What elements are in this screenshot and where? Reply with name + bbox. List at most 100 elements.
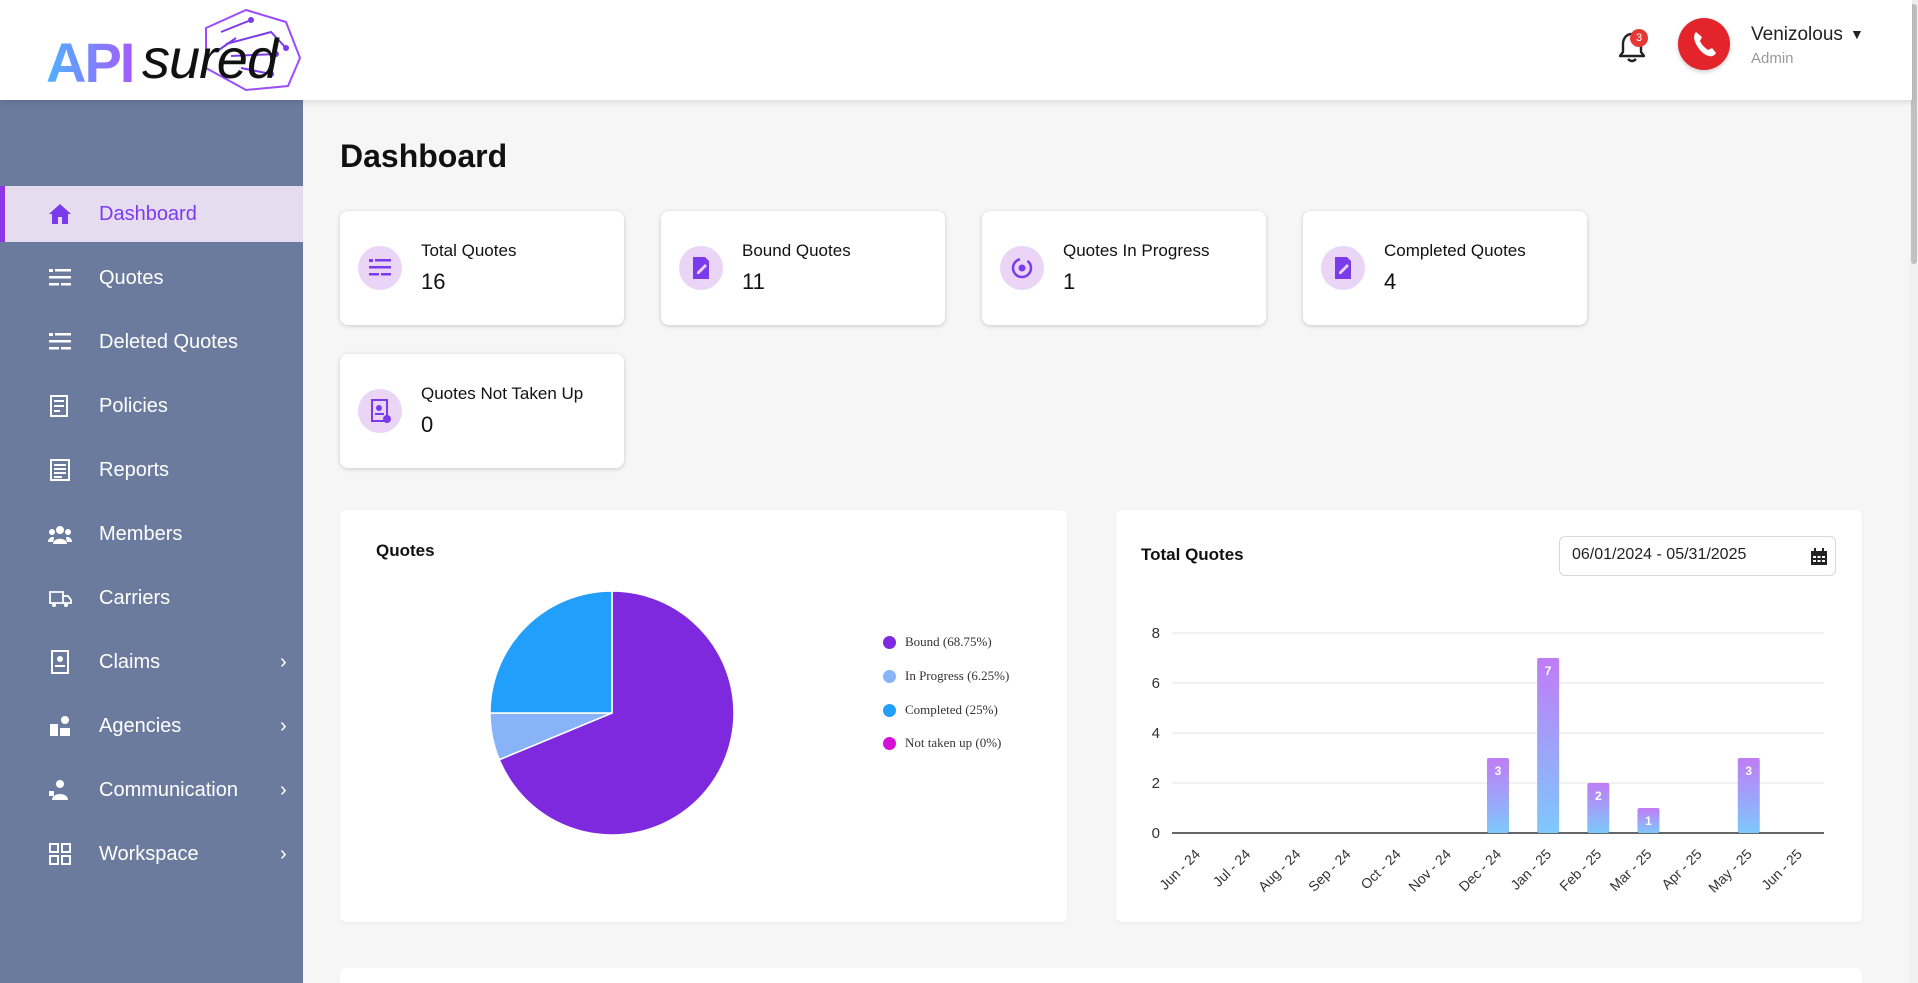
policies-icon bbox=[50, 395, 68, 417]
sidebar-item-agencies[interactable]: Agencies › bbox=[0, 698, 303, 754]
x-tick-label: Mar - 25 bbox=[1606, 846, 1654, 894]
reports-icon bbox=[50, 459, 70, 481]
sidebar-item-label: Agencies bbox=[99, 714, 182, 737]
pie-chart-title: Quotes bbox=[376, 541, 435, 560]
sidebar-item-quotes[interactable]: Quotes bbox=[0, 250, 303, 306]
logo-text-api: API bbox=[46, 31, 135, 94]
total-quotes-bar-panel bbox=[1116, 510, 1862, 922]
x-tick-label: Dec - 24 bbox=[1455, 846, 1504, 895]
home-icon bbox=[49, 204, 71, 224]
calendar-icon[interactable] bbox=[1810, 548, 1828, 566]
sidebar-item-reports[interactable]: Reports bbox=[0, 442, 303, 498]
pie-slice-2[interactable] bbox=[489, 590, 613, 714]
pie-slice-0[interactable] bbox=[498, 590, 735, 836]
bar[interactable] bbox=[1737, 758, 1760, 833]
y-tick-label: 4 bbox=[1152, 725, 1160, 742]
chevron-right-icon: › bbox=[280, 778, 287, 801]
legend-dot bbox=[883, 635, 896, 649]
workspace-icon bbox=[49, 843, 71, 865]
list-icon bbox=[358, 246, 402, 290]
x-tick-label: Apr - 25 bbox=[1658, 846, 1705, 893]
quotes-in-progress-card[interactable]: Quotes In Progress 1 bbox=[982, 211, 1266, 325]
card-value: 11 bbox=[742, 269, 765, 294]
legend-dot bbox=[883, 669, 896, 683]
sidebar-item-members[interactable]: Members bbox=[0, 506, 303, 562]
sidebar-item-workspace[interactable]: Workspace › bbox=[0, 826, 303, 882]
sidebar-item-label: Claims bbox=[99, 650, 161, 673]
bar[interactable] bbox=[1537, 658, 1560, 833]
legend-label: Completed (25%) bbox=[905, 702, 998, 717]
sidebar-item-deleted-quotes[interactable]: Deleted Quotes bbox=[0, 314, 303, 370]
sidebar-item-label: Dashboard bbox=[99, 202, 197, 225]
user-role: Admin bbox=[1751, 50, 1794, 67]
card-title: Bound Quotes bbox=[742, 241, 851, 260]
apisured-logo[interactable]: API sured bbox=[46, 8, 302, 94]
phone-icon bbox=[1694, 32, 1716, 57]
y-tick-label: 8 bbox=[1152, 625, 1160, 642]
x-tick-label: Feb - 25 bbox=[1556, 846, 1604, 894]
quotes-pie-chart bbox=[489, 590, 735, 836]
bar[interactable] bbox=[1637, 808, 1660, 833]
legend-label: Not taken up (0%) bbox=[905, 735, 1002, 750]
chevron-right-icon: › bbox=[280, 714, 287, 737]
scrollbar-thumb[interactable] bbox=[1911, 4, 1917, 264]
total-quotes-bar-chart: 0 2 4 6 8 Jun - 24 Jul - 24 Aug - 24 Sep - 24 Oct… bbox=[1152, 625, 1824, 896]
sidebar-item-label: Carriers bbox=[99, 586, 171, 609]
sidebar-item-label: Reports bbox=[99, 458, 170, 481]
user-name[interactable]: Venizolous bbox=[1751, 24, 1843, 45]
bar-data-label: 3 bbox=[1745, 764, 1752, 778]
notification-count-badge: 3 bbox=[1630, 29, 1648, 47]
bound-quotes-card[interactable]: Bound Quotes 11 bbox=[661, 211, 945, 325]
sidebar-item-dashboard[interactable]: Dashboard bbox=[0, 186, 303, 242]
sidebar-item-label: Communication bbox=[99, 778, 238, 801]
x-tick-label: Nov - 24 bbox=[1405, 846, 1454, 895]
caret-down-icon[interactable]: ▼ bbox=[1850, 26, 1864, 42]
sidebar-item-label: Members bbox=[99, 522, 183, 545]
bar[interactable] bbox=[1487, 758, 1509, 833]
date-range-input[interactable] bbox=[1572, 546, 1792, 564]
carriers-icon bbox=[49, 591, 72, 607]
circuit-logo-icon bbox=[205, 8, 302, 92]
card-value: 4 bbox=[1384, 269, 1397, 294]
x-tick-label: May - 25 bbox=[1705, 846, 1755, 896]
bar-data-label: 3 bbox=[1495, 764, 1502, 778]
chevron-right-icon: › bbox=[280, 842, 287, 865]
y-tick-label: 6 bbox=[1152, 675, 1160, 692]
x-tick-label: Jun - 25 bbox=[1758, 846, 1805, 893]
completed-quotes-card[interactable]: Completed Quotes 4 bbox=[1303, 211, 1587, 325]
sidebar-item-communication[interactable]: Communication › bbox=[0, 762, 303, 818]
x-tick-label: Sep - 24 bbox=[1305, 846, 1354, 895]
legend-label: In Progress (6.25%) bbox=[905, 668, 1010, 683]
sidebar-item-policies[interactable]: Policies bbox=[0, 378, 303, 434]
sidebar: Dashboard Quotes Deleted Quotes Policies… bbox=[0, 100, 303, 983]
bar[interactable] bbox=[1587, 783, 1610, 833]
card-value: 0 bbox=[421, 412, 434, 437]
date-range-picker[interactable] bbox=[1559, 536, 1836, 576]
communication-icon bbox=[49, 780, 68, 800]
legend-completed: Completed (25%) bbox=[883, 702, 998, 718]
edit-document-icon bbox=[679, 246, 723, 290]
sidebar-item-label: Quotes bbox=[99, 266, 164, 289]
avatar[interactable] bbox=[1678, 18, 1730, 70]
claims-icon bbox=[51, 650, 69, 674]
completed-document-icon bbox=[1321, 246, 1365, 290]
y-tick-label: 0 bbox=[1152, 825, 1160, 842]
x-tick-label: Jul - 24 bbox=[1210, 846, 1254, 890]
legend-in-progress: In Progress (6.25%) bbox=[883, 668, 1009, 684]
bar-data-label: 2 bbox=[1595, 789, 1602, 803]
sidebar-item-label: Policies bbox=[99, 394, 168, 417]
quotes-list-icon bbox=[49, 269, 71, 286]
page-scrollbar[interactable] bbox=[1910, 0, 1918, 983]
card-value: 1 bbox=[1063, 269, 1076, 294]
legend-dot bbox=[883, 736, 896, 750]
card-title: Completed Quotes bbox=[1384, 241, 1526, 260]
quotes-not-taken-up-card[interactable]: Quotes Not Taken Up 0 bbox=[340, 354, 624, 468]
legend-label: Bound (68.75%) bbox=[905, 634, 992, 649]
legend-dot bbox=[883, 703, 896, 717]
sidebar-item-carriers[interactable]: Carriers bbox=[0, 570, 303, 626]
total-quotes-card[interactable]: Total Quotes 16 bbox=[340, 211, 624, 325]
legend-not-taken-up: Not taken up (0%) bbox=[883, 735, 1001, 751]
card-title: Quotes In Progress bbox=[1063, 241, 1210, 260]
page-title: Dashboard bbox=[340, 138, 508, 174]
sidebar-item-claims[interactable]: Claims › bbox=[0, 634, 303, 690]
